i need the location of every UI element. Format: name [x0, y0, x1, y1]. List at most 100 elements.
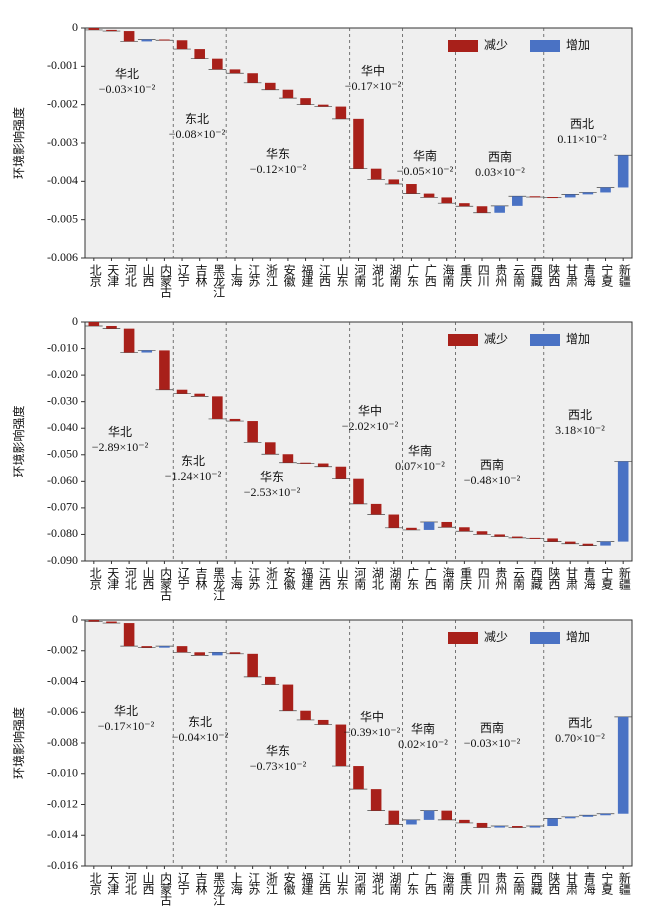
bar: [406, 527, 417, 530]
region-name: 华北: [115, 67, 139, 81]
x-tick-label: 海南: [441, 566, 455, 590]
y-tick-label: -0.030: [47, 393, 78, 407]
x-tick-label: 陕西: [547, 263, 561, 287]
bar: [529, 196, 541, 198]
x-tick-label: 贵州: [494, 872, 508, 895]
bar: [317, 463, 329, 467]
bar: [123, 31, 135, 42]
x-tick-label: 河北: [123, 567, 137, 591]
bar: [194, 49, 205, 59]
bar: [176, 646, 188, 653]
bar: [176, 40, 188, 50]
legend-swatch: [448, 334, 478, 346]
x-tick-label: 辽宁: [176, 872, 190, 895]
bar: [494, 205, 505, 213]
bar: [406, 184, 417, 194]
bar: [388, 179, 400, 185]
x-tick-label: 广东: [406, 567, 420, 590]
y-tick-label: -0.014: [47, 827, 78, 841]
x-tick-label: 新疆: [617, 263, 631, 287]
x-tick-label: 山东: [335, 872, 349, 895]
region-name: 东北: [181, 454, 205, 468]
x-tick-label: 广东: [406, 872, 420, 895]
y-tick-label: -0.006: [47, 250, 78, 264]
x-tick-label: 广西: [423, 872, 437, 895]
region-name: 西北: [568, 716, 592, 730]
bar: [123, 623, 135, 647]
x-tick-label: 黑龙江: [212, 264, 226, 298]
region-name: 西南: [488, 149, 512, 164]
bar: [229, 418, 241, 422]
region-name: 华中: [361, 63, 385, 78]
bar: [564, 194, 576, 198]
x-tick-label: 甘肃: [564, 872, 578, 896]
x-tick-label: 海南: [441, 871, 455, 895]
region-name: 华中: [358, 403, 382, 418]
legend-swatch: [530, 40, 560, 52]
bar: [582, 192, 594, 195]
region-name: 华南: [413, 148, 437, 163]
bar: [388, 514, 400, 528]
bar: [617, 461, 629, 542]
region-value: −0.08×10⁻²: [169, 127, 226, 141]
x-tick-label: 青海: [582, 872, 596, 895]
x-tick-label: 黑龙江: [212, 567, 226, 601]
bar: [212, 58, 223, 70]
region-name: 西北: [570, 117, 594, 131]
region-value: −0.03×10⁻²: [464, 736, 521, 750]
bar: [600, 187, 611, 193]
bar: [423, 193, 435, 198]
y-tick-label: -0.005: [47, 211, 78, 225]
bar: [406, 819, 417, 825]
bar: [335, 106, 347, 119]
bar: [282, 454, 294, 463]
legend-swatch: [530, 334, 560, 346]
x-tick-label: 湖北: [370, 871, 384, 896]
bar: [88, 322, 100, 326]
x-tick-label: 江西: [317, 567, 331, 590]
x-tick-label: 上海: [229, 567, 243, 590]
x-tick-label: 黑龙江: [212, 872, 226, 906]
region-value: −2.89×10⁻²: [92, 440, 149, 454]
bar: [512, 826, 523, 828]
y-tick-label: -0.002: [47, 96, 78, 110]
bar: [476, 206, 488, 213]
x-tick-label: 重庆: [459, 567, 473, 590]
bar: [212, 652, 223, 656]
bar: [106, 29, 117, 32]
region-name: 西南: [480, 457, 504, 472]
x-tick-label: 青海: [582, 567, 596, 590]
region-name: 华中: [360, 709, 384, 724]
bar: [176, 389, 188, 394]
x-tick-label: 云南: [512, 872, 526, 895]
x-tick-label: 安徽: [282, 566, 296, 590]
x-tick-label: 安徽: [282, 871, 296, 895]
bar: [388, 810, 400, 825]
y-tick-label: -0.040: [47, 420, 78, 434]
y-tick-label: -0.050: [47, 447, 78, 461]
x-tick-label: 北京: [88, 567, 102, 591]
bar: [159, 39, 170, 41]
x-tick-label: 山西: [141, 567, 155, 590]
x-tick-label: 西藏: [529, 264, 543, 288]
legend-label: 减少: [484, 332, 508, 346]
bar: [88, 28, 100, 30]
y-tick-label: -0.003: [47, 135, 78, 149]
bar: [317, 104, 329, 107]
bar: [247, 73, 258, 83]
region-name: 东北: [185, 112, 209, 126]
bar: [88, 620, 100, 622]
bar: [441, 521, 453, 528]
plot-area: [84, 321, 633, 562]
y-tick-label: -0.070: [47, 500, 78, 514]
region-name: 华南: [408, 443, 432, 458]
bar: [247, 653, 258, 677]
region-name: 华南: [411, 721, 435, 736]
bar: [494, 826, 505, 828]
bar: [229, 652, 241, 654]
bar: [459, 527, 470, 532]
legend-swatch: [530, 632, 560, 644]
bar: [141, 646, 153, 648]
x-tick-label: 天津: [106, 872, 120, 895]
